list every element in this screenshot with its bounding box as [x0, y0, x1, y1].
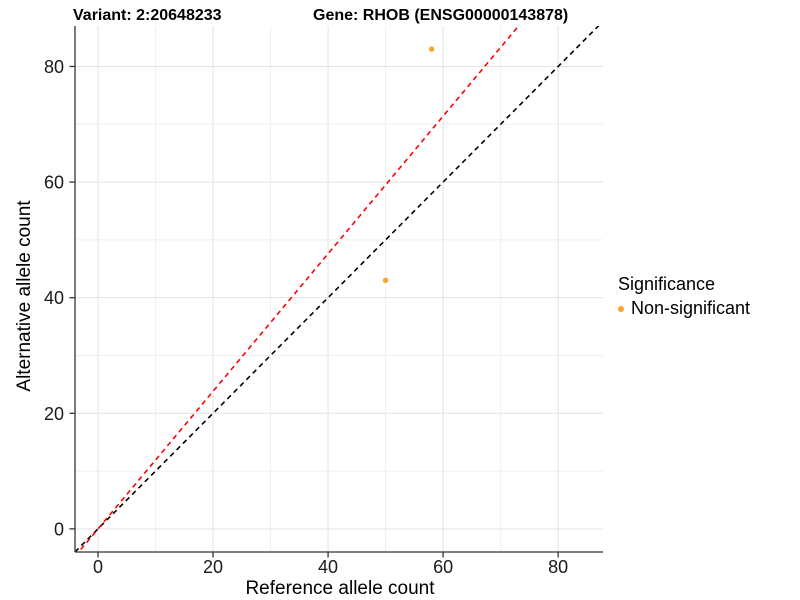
x-tick-label: 0	[93, 557, 103, 577]
y-axis-title: Alternative allele count	[14, 200, 35, 392]
data-point	[382, 277, 389, 284]
legend-item-non-significant: Non-significant	[618, 298, 750, 319]
y-tick-label: 40	[44, 288, 64, 308]
x-tick-label: 20	[203, 557, 223, 577]
x-tick-label: 60	[433, 557, 453, 577]
y-tick-label: 20	[44, 404, 64, 424]
x-tick-label: 40	[318, 557, 338, 577]
y-tick-label: 80	[44, 57, 64, 77]
y-tick-label: 0	[54, 519, 64, 539]
identity-line	[75, 26, 600, 552]
legend-item-label: Non-significant	[631, 298, 751, 318]
y-tick-label: 60	[44, 173, 64, 193]
legend-point-icon	[618, 305, 624, 312]
legend-title: Significance	[618, 274, 716, 294]
legend: Significance Non-significant	[618, 274, 750, 319]
x-tick-label: 80	[548, 557, 568, 577]
x-axis-title: Reference allele count	[245, 578, 435, 599]
data-point	[428, 46, 435, 52]
allelic-ratio-line	[77, 26, 520, 552]
variant-title: Variant: 2:20648233	[73, 7, 222, 24]
gene-title: Gene: RHOB (ENSG00000143878)	[313, 7, 569, 24]
